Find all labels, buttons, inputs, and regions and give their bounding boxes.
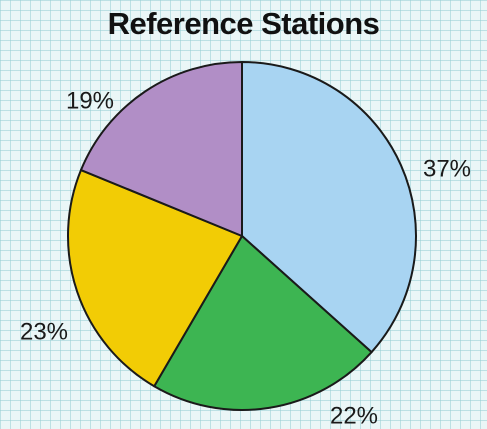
- slice-label-3: 23%: [20, 318, 68, 345]
- pie-slice-2: [153, 235, 373, 411]
- pie-slice-1: [241, 61, 417, 354]
- pie-slice-3: [67, 169, 243, 388]
- pie-slices: [67, 61, 417, 411]
- pie-labels: 37% 22% 23% 19%: [20, 87, 471, 429]
- chart-title: Reference Stations: [107, 6, 380, 41]
- pie-slice-4: [79, 61, 243, 237]
- slice-label-2: 22%: [330, 402, 378, 429]
- slice-label-4: 19%: [66, 87, 114, 114]
- slice-label-1: 37%: [423, 155, 471, 182]
